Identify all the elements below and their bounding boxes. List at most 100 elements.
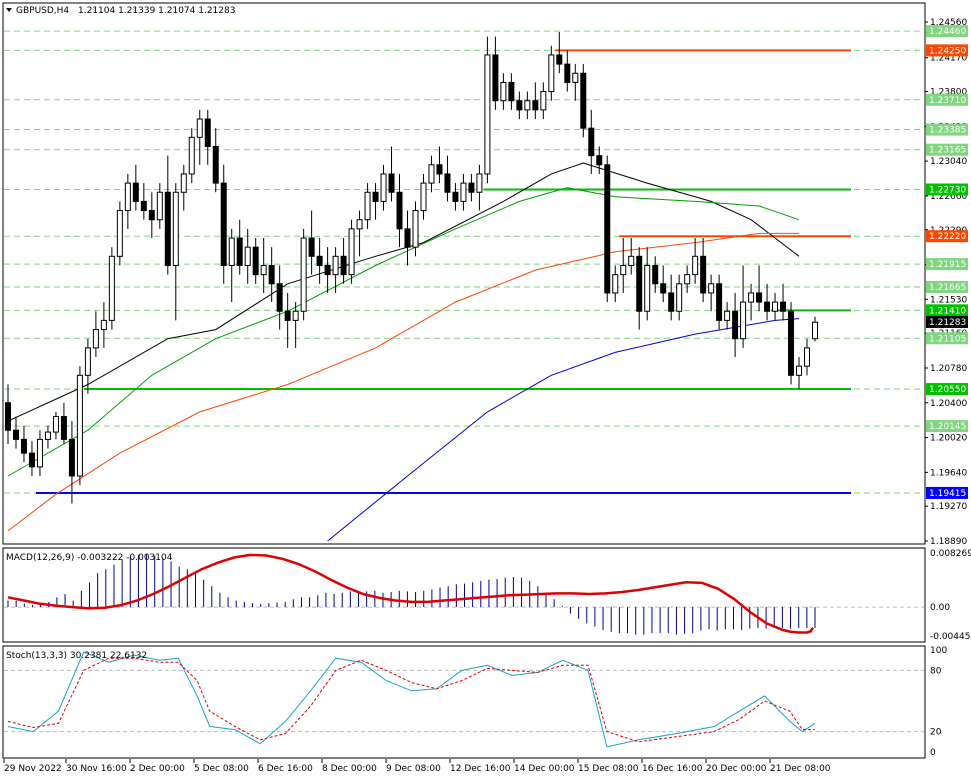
level-label-text: 1.20550 bbox=[929, 385, 966, 395]
symbol-dropdown-icon[interactable] bbox=[6, 8, 12, 12]
level-label-box bbox=[926, 93, 968, 106]
candle bbox=[324, 247, 331, 293]
level-label-text: 1.19415 bbox=[929, 489, 966, 499]
moving-averages bbox=[7, 162, 800, 542]
candle bbox=[572, 64, 579, 101]
candle bbox=[636, 247, 643, 330]
macd-series: 0.008269 0.00 -0.004452 bbox=[4, 549, 971, 642]
candle bbox=[164, 155, 171, 275]
time-tick-label: 20 Dec 00:00 bbox=[706, 764, 767, 774]
candle bbox=[60, 402, 67, 444]
candle bbox=[804, 338, 811, 376]
time-tick-label: 29 Nov 2022 bbox=[4, 764, 62, 774]
price-tick-label: 1.21530 bbox=[930, 295, 967, 305]
candle bbox=[284, 292, 291, 348]
candle bbox=[148, 192, 155, 239]
candle bbox=[332, 247, 339, 293]
candle bbox=[300, 228, 307, 321]
candle bbox=[92, 311, 99, 358]
level-label-box bbox=[926, 304, 968, 317]
candle bbox=[212, 128, 219, 193]
level-label-text: 1.23385 bbox=[929, 126, 966, 136]
candle bbox=[292, 302, 299, 348]
candle bbox=[620, 238, 627, 293]
candle bbox=[140, 183, 147, 220]
stoch-tick-label: 20 bbox=[930, 728, 942, 738]
candle bbox=[396, 173, 403, 248]
candle bbox=[52, 411, 59, 440]
candle bbox=[420, 173, 427, 220]
time-tick-label: 8 Dec 00:00 bbox=[322, 764, 377, 774]
time-tick-label: 12 Dec 16:00 bbox=[450, 764, 511, 774]
candle bbox=[532, 82, 539, 120]
candle bbox=[628, 238, 635, 275]
candle bbox=[604, 155, 611, 303]
level-label-box bbox=[926, 420, 968, 433]
candle bbox=[468, 173, 475, 202]
candle bbox=[36, 430, 43, 477]
level-label-text: 1.23165 bbox=[929, 146, 966, 156]
level-label-text: 1.24250 bbox=[929, 46, 966, 56]
level-labels: 1.24460 1.24250 1.23710 1.23385 1.23165 1.227… bbox=[926, 25, 968, 499]
level-label-text: 1.21410 bbox=[929, 306, 966, 316]
price-tick-label: 1.19640 bbox=[930, 468, 967, 478]
level-label-text: 1.21105 bbox=[929, 334, 966, 344]
macd-signal-line bbox=[7, 553, 815, 634]
candle bbox=[676, 274, 683, 321]
candle bbox=[444, 155, 451, 202]
candle bbox=[348, 219, 355, 284]
candle bbox=[516, 91, 523, 120]
candle bbox=[196, 109, 203, 165]
candle bbox=[172, 183, 179, 321]
level-label-box bbox=[926, 123, 968, 136]
macd-panel-frame bbox=[2, 547, 926, 643]
moving-average-2 bbox=[7, 232, 799, 532]
candle bbox=[180, 164, 187, 211]
candle bbox=[12, 416, 19, 449]
candle bbox=[156, 183, 163, 229]
candle bbox=[388, 146, 395, 202]
price-tick-label: 1.24560 bbox=[930, 18, 967, 28]
candle bbox=[644, 247, 651, 321]
moving-average-0 bbox=[7, 162, 800, 422]
time-tick-label: 2 Dec 00:00 bbox=[130, 764, 185, 774]
candle bbox=[452, 183, 459, 211]
candle bbox=[508, 73, 515, 110]
time-tick-label: 15 Dec 08:00 bbox=[578, 764, 639, 774]
time-tick-label: 30 Nov 16:00 bbox=[66, 764, 127, 774]
stoch-panel-frame bbox=[2, 645, 926, 759]
price-tick-label: 1.20020 bbox=[930, 434, 967, 444]
candle bbox=[380, 164, 387, 211]
macd-title: MACD(12,26,9) -0.003222 -0.003104 bbox=[6, 553, 173, 563]
candle bbox=[484, 36, 491, 184]
price-tick-label: 1.20400 bbox=[930, 399, 967, 409]
level-label-text: 1.23710 bbox=[929, 96, 966, 106]
level-label-text: 1.22730 bbox=[929, 186, 966, 196]
moving-average-3 bbox=[327, 318, 800, 542]
candle bbox=[316, 238, 323, 284]
candle bbox=[692, 238, 699, 284]
candle bbox=[660, 265, 667, 303]
candle bbox=[124, 173, 131, 229]
candle bbox=[716, 274, 723, 330]
candle bbox=[700, 238, 707, 303]
candle bbox=[812, 316, 818, 342]
candle bbox=[68, 421, 75, 504]
ohlc-values: 1.21104 1.21339 1.21074 1.21283 bbox=[78, 6, 235, 16]
time-tick-label: 9 Dec 08:00 bbox=[386, 764, 441, 774]
price-tick-label: 1.23800 bbox=[930, 88, 967, 98]
candle bbox=[252, 238, 259, 284]
candle bbox=[788, 302, 795, 385]
time-tick-label: 16 Dec 16:00 bbox=[642, 764, 703, 774]
candle bbox=[564, 50, 571, 92]
candle bbox=[756, 265, 763, 312]
current-price-box bbox=[926, 315, 968, 328]
candle bbox=[260, 238, 267, 293]
price-tick-label: 1.22660 bbox=[930, 192, 967, 202]
candle bbox=[764, 283, 771, 321]
candle bbox=[740, 265, 747, 348]
candle bbox=[684, 265, 691, 293]
stoch-main-line bbox=[7, 651, 816, 748]
candle bbox=[340, 238, 347, 284]
